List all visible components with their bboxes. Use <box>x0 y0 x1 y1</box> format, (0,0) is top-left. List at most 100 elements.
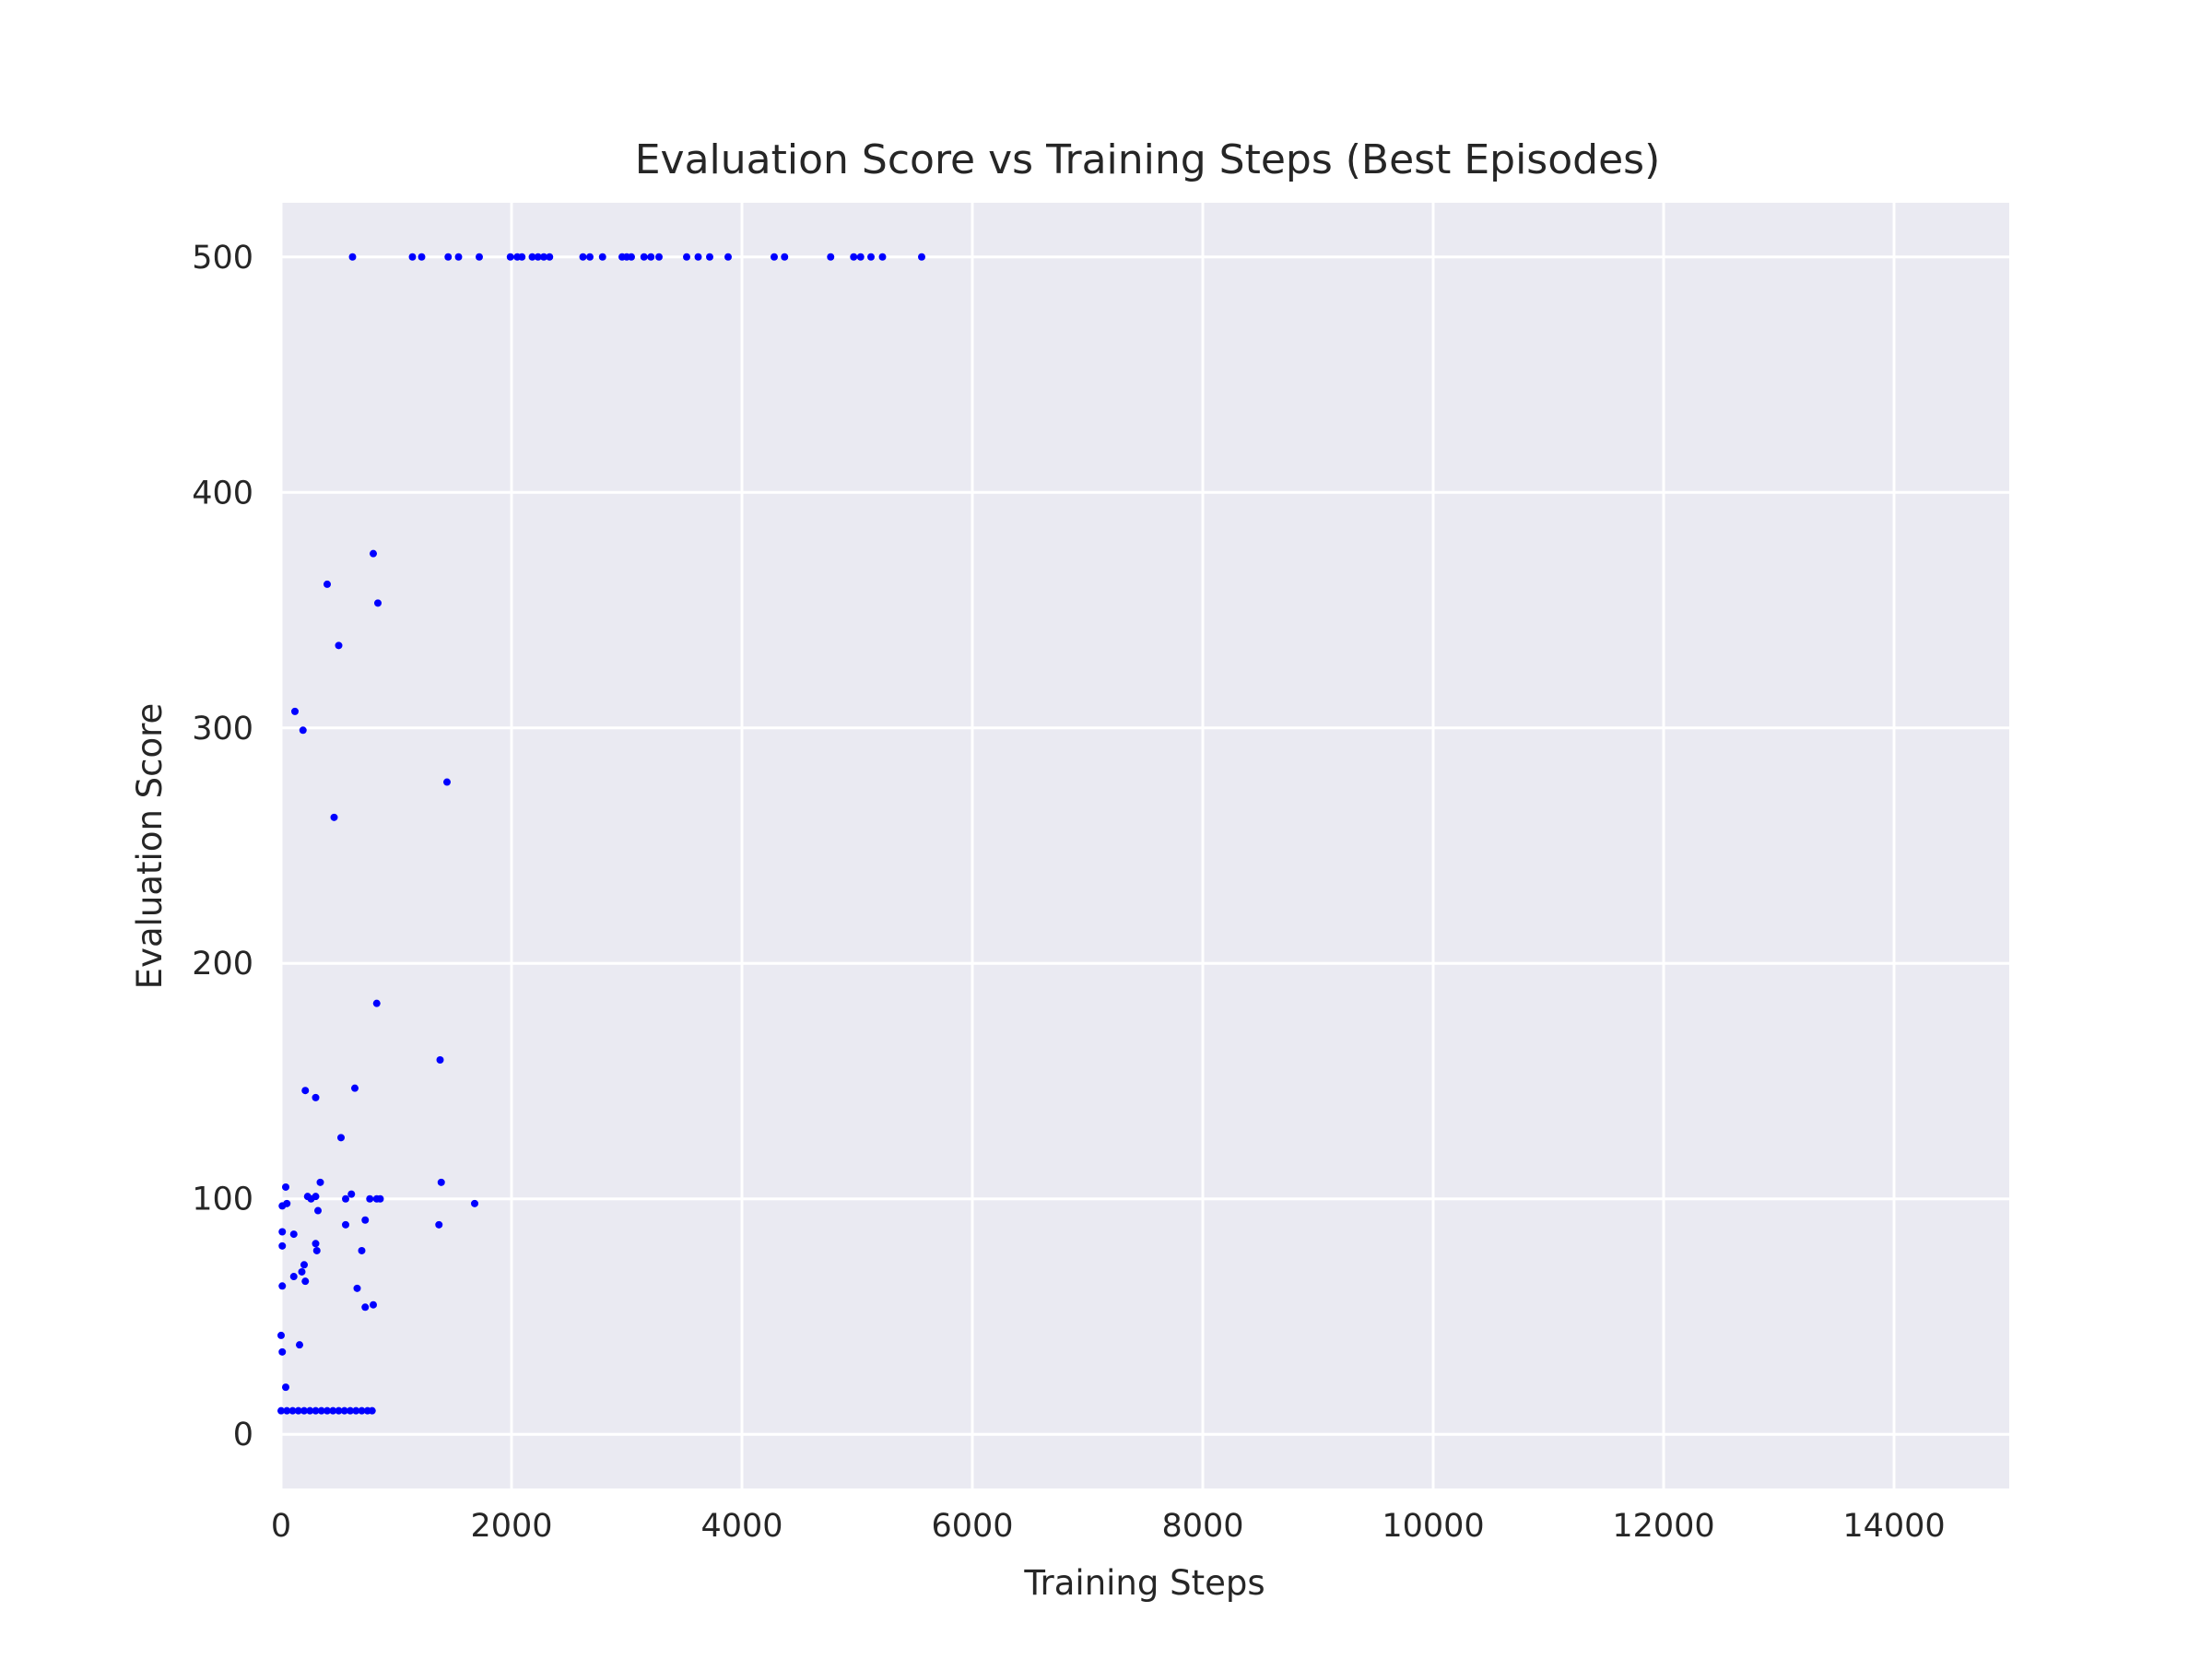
x-axis-ticks: 0 2000 4000 6000 8000 10000 12000 14000 <box>271 1508 1946 1545</box>
scatter-point <box>324 1406 331 1415</box>
scatter-point <box>528 253 536 261</box>
scatter-point <box>540 253 547 261</box>
scatter-point <box>724 253 732 261</box>
scatter-point <box>918 253 925 261</box>
scatter-point <box>330 813 338 821</box>
scatter-point <box>706 253 713 261</box>
scatter-point <box>278 1241 287 1250</box>
scatter-point <box>282 1383 289 1392</box>
scatter-point <box>353 1284 361 1292</box>
scatter-point <box>850 253 858 261</box>
y-tick-label: 100 <box>192 1182 253 1218</box>
scatter-point <box>471 1199 478 1207</box>
scatter-point <box>781 253 789 261</box>
scatter-point <box>366 1194 374 1203</box>
scatter-point <box>361 1216 370 1224</box>
scatter-point <box>546 253 554 261</box>
scatter-point <box>300 1406 308 1415</box>
scatter-point <box>683 253 690 261</box>
grid-lines <box>279 203 2009 1488</box>
scatter-point <box>291 707 299 715</box>
scatter-point <box>878 253 887 261</box>
scatter-point <box>314 1206 322 1215</box>
scatter-point <box>376 1194 384 1203</box>
scatter-point <box>454 253 463 261</box>
scatter-point <box>337 1134 345 1142</box>
scatter-point <box>317 1406 325 1415</box>
scatter-point <box>340 1406 348 1415</box>
scatter-point <box>771 253 778 261</box>
scatter-point <box>436 1056 444 1064</box>
scatter-point <box>351 1084 359 1092</box>
x-tick-label: 0 <box>271 1508 291 1545</box>
scatter-point <box>347 1406 354 1415</box>
x-tick-label: 14000 <box>1842 1508 1945 1545</box>
scatter-point <box>856 253 865 261</box>
scatter-point <box>278 1228 287 1236</box>
scatter-point <box>283 1406 291 1415</box>
scatter-point <box>299 726 307 735</box>
scatter-point <box>335 641 343 650</box>
scatter-point <box>312 1193 320 1201</box>
scatter-point <box>342 1194 349 1203</box>
scatter-point <box>335 1406 343 1415</box>
scatter-point <box>368 1406 376 1415</box>
scatter-point <box>628 253 635 261</box>
scatter-point <box>358 1246 366 1254</box>
scatter-point <box>418 253 426 261</box>
scatter-point <box>289 1230 298 1239</box>
scatter-point <box>316 1178 324 1186</box>
scatter-point <box>312 1406 320 1415</box>
y-tick-label: 400 <box>192 475 253 512</box>
scatter-point <box>867 253 875 261</box>
scatter-point <box>598 253 606 261</box>
scatter-point <box>370 549 377 558</box>
x-tick-label: 2000 <box>470 1508 552 1545</box>
scatter-point <box>306 1406 314 1415</box>
scatter-point <box>301 1087 310 1095</box>
scatter-point <box>278 1347 287 1356</box>
scatter-point <box>278 1202 287 1210</box>
scatter-point <box>586 253 594 261</box>
scatter-point <box>370 1300 377 1309</box>
scatter-point <box>329 1406 337 1415</box>
scatter-point <box>694 253 702 261</box>
x-tick-label: 8000 <box>1161 1508 1243 1545</box>
scatter-point <box>298 1267 306 1276</box>
scatter-point <box>282 1182 289 1191</box>
scatter-point <box>361 1303 370 1312</box>
chart-title: Evaluation Score vs Training Steps (Best… <box>635 136 1660 183</box>
scatter-point <box>358 1406 366 1415</box>
plot-area <box>281 203 2009 1488</box>
scatter-point <box>277 1406 285 1415</box>
scatter-point <box>296 1341 303 1349</box>
x-tick-label: 6000 <box>931 1508 1013 1545</box>
scatter-point <box>476 253 483 261</box>
data-points <box>277 253 925 1415</box>
y-axis-ticks: 0 100 200 300 400 500 <box>192 240 253 1453</box>
scatter-point <box>348 253 357 261</box>
scatter-point <box>647 253 655 261</box>
x-tick-label: 4000 <box>700 1508 782 1545</box>
scatter-point <box>655 253 663 261</box>
scatter-point <box>289 1273 298 1281</box>
scatter-point <box>437 1178 445 1186</box>
scatter-point <box>300 1261 308 1269</box>
scatter-point <box>347 1190 356 1198</box>
scatter-point <box>312 1246 321 1254</box>
scatter-point <box>534 253 542 261</box>
scatter-point <box>506 253 514 261</box>
scatter-point <box>324 580 331 588</box>
scatter-point <box>352 1406 360 1415</box>
scatter-point <box>342 1220 349 1229</box>
scatter-point <box>443 778 451 786</box>
scatter-point <box>827 253 835 261</box>
scatter-point <box>444 253 453 261</box>
x-axis-label: Training Steps <box>1023 1563 1265 1603</box>
scatter-point <box>277 1331 285 1339</box>
scatter-point <box>435 1220 443 1229</box>
scatter-point <box>408 253 417 261</box>
scatter-point <box>640 253 648 261</box>
scatter-point <box>294 1406 302 1415</box>
